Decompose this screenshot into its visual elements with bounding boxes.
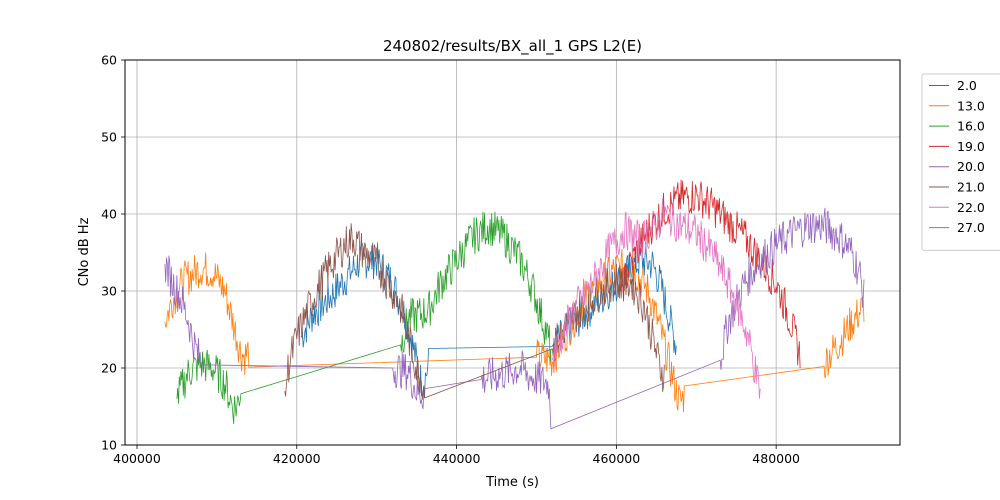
grid <box>125 59 900 446</box>
series-line <box>552 198 761 399</box>
x-tick-label: 400000 <box>113 451 161 466</box>
x-axis: 400000 420000 440000 460000 480000 <box>113 445 800 466</box>
series-line <box>176 211 552 425</box>
legend-label: 20.0 <box>957 159 985 174</box>
legend-box <box>921 73 1000 251</box>
series-line <box>284 223 665 401</box>
x-tick-label: 460000 <box>593 451 641 466</box>
legend-label: 27.0 <box>957 220 985 235</box>
legend-label: 16.0 <box>957 119 985 134</box>
legend: 2.0 13.0 16.0 19.0 20.0 21.0 22.0 27.0 <box>921 73 1000 251</box>
x-tick-label: 480000 <box>752 451 800 466</box>
y-tick-label: 10 <box>101 438 117 453</box>
series-line <box>300 240 677 398</box>
y-tick-label: 20 <box>101 361 117 376</box>
x-tick-label: 420000 <box>273 451 321 466</box>
plot-area <box>164 179 865 430</box>
y-tick-label: 30 <box>101 284 117 299</box>
series-line <box>164 207 865 430</box>
legend-label: 22.0 <box>957 200 985 215</box>
y-tick-label: 40 <box>101 207 117 222</box>
chart-title: 240802/results/BX_all_1 GPS L2(E) <box>383 37 642 56</box>
legend-label: 13.0 <box>957 98 985 113</box>
x-tick-label: 440000 <box>433 451 481 466</box>
y-axis: 10 20 30 40 50 60 <box>101 53 125 453</box>
legend-label: 21.0 <box>957 180 985 195</box>
y-tick-label: 60 <box>101 53 117 68</box>
y-tick-label: 50 <box>101 130 117 145</box>
legend-label: 2.0 <box>957 78 977 93</box>
plot-frame <box>124 59 901 446</box>
x-axis-label: Time (s) <box>485 475 539 490</box>
series-line <box>620 179 801 369</box>
legend-label: 19.0 <box>957 139 985 154</box>
y-axis-label: CNo dB Hz <box>77 217 92 286</box>
